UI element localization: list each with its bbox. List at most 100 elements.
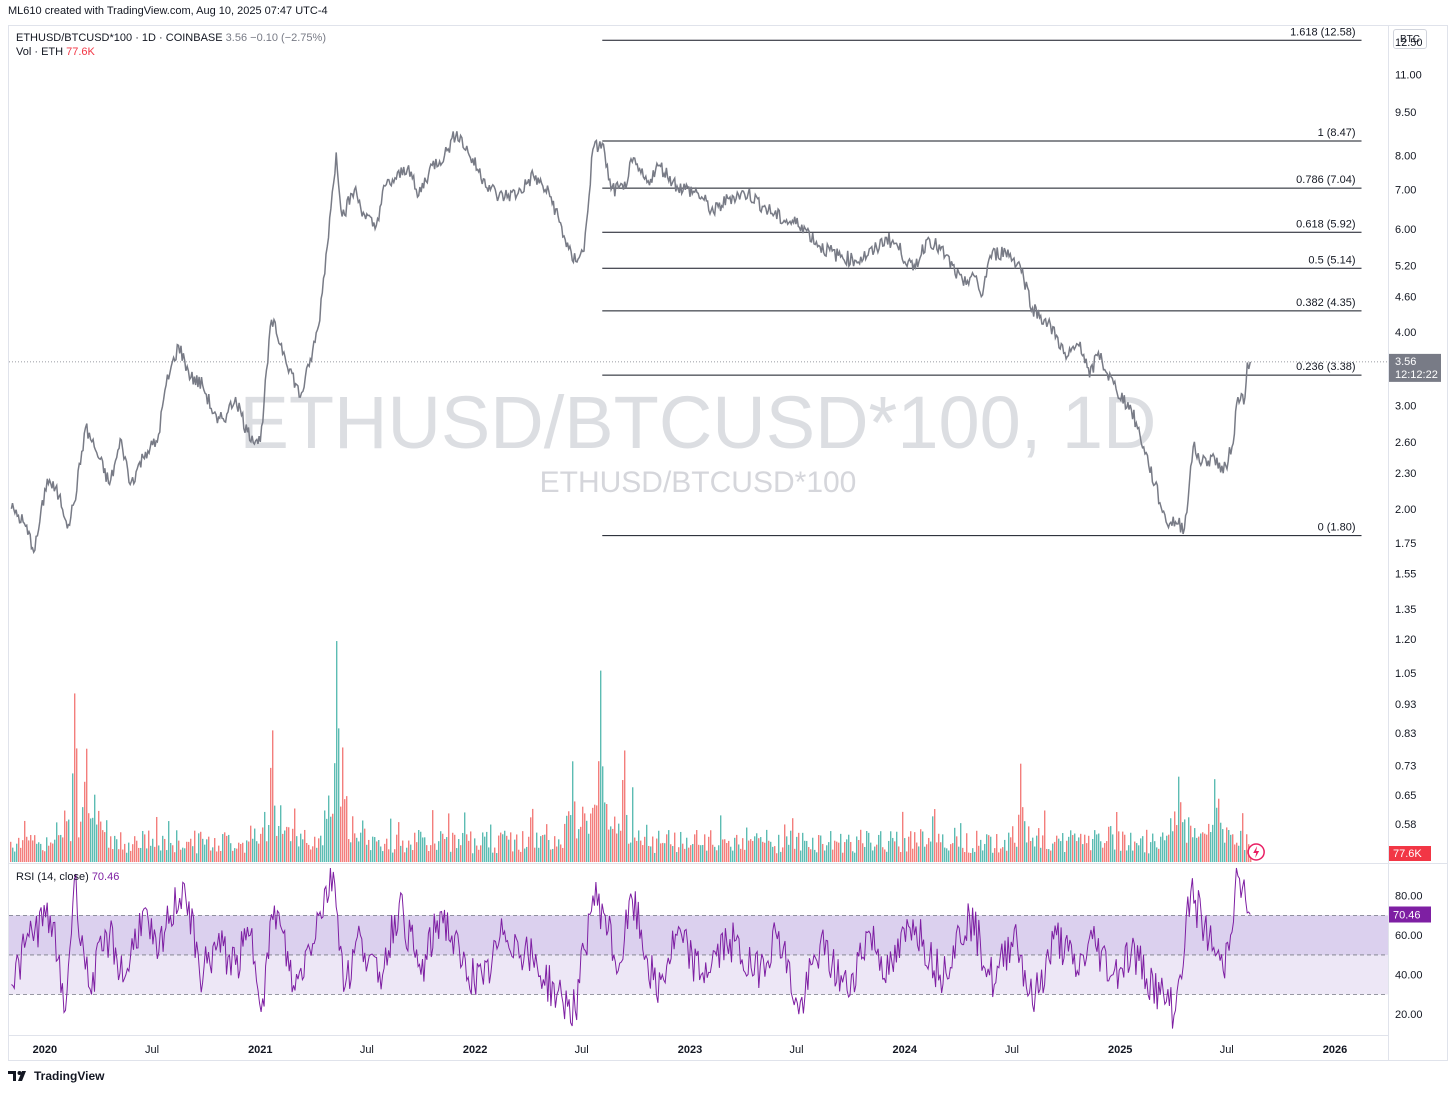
volume-bar (218, 845, 220, 862)
volume-bar (970, 852, 972, 862)
volume-bar (122, 849, 124, 862)
volume-bar (630, 842, 632, 862)
volume-bar (834, 840, 836, 862)
volume-bar (748, 840, 750, 862)
volume-bar (302, 839, 304, 862)
volume-bar (712, 844, 714, 862)
price-tick-label: 9.50 (1395, 107, 1416, 119)
series-legend[interactable]: ETHUSD/BTCUSD*100 · 1D · COINBASE 3.56 −… (16, 31, 326, 59)
volume-bar (992, 852, 994, 862)
volume-bar (130, 850, 132, 862)
volume-bar (314, 836, 316, 862)
volume-bar (812, 837, 814, 862)
volume-bar (64, 810, 66, 862)
volume-bar (372, 836, 374, 862)
volume-bar (356, 837, 358, 862)
volume-bar (1032, 837, 1034, 862)
volume-bar (308, 844, 310, 862)
volume-bar (394, 849, 396, 862)
volume-bar (316, 847, 318, 862)
volume-label[interactable]: Vol · ETH (16, 46, 64, 58)
volume-bar (824, 850, 826, 862)
volume-bar (1062, 833, 1064, 862)
volume-bar (672, 846, 674, 862)
volume-bar (32, 840, 34, 862)
volume-bar (156, 816, 158, 862)
volume-bar (452, 832, 454, 862)
volume-bar (928, 837, 930, 862)
volume-bar (388, 849, 390, 862)
volume-bar (1176, 825, 1178, 862)
currency-button[interactable]: BTC (1393, 29, 1427, 49)
volume-bars (10, 641, 1252, 862)
volume-bar (240, 843, 242, 862)
volume-bar (272, 730, 274, 862)
volume-bar (920, 829, 922, 862)
volume-bar (288, 827, 290, 862)
rsi-label[interactable]: RSI (14, close) (16, 871, 89, 883)
volume-bar (930, 841, 932, 862)
volume-bar (830, 831, 832, 862)
volume-bar (1072, 835, 1074, 862)
volume-bar (816, 852, 818, 862)
volume-bar (758, 838, 760, 862)
volume-bar (1180, 802, 1182, 862)
volume-bar (200, 831, 202, 862)
volume-bar (906, 851, 908, 862)
volume-bar (184, 848, 186, 862)
volume-bar (904, 838, 906, 862)
volume-bar (304, 829, 306, 862)
volume-bar (204, 844, 206, 862)
volume-bar (636, 840, 638, 862)
volume-bar (898, 846, 900, 862)
volume-bar (1090, 850, 1092, 862)
volume-bar (582, 806, 584, 862)
volume-bar (540, 836, 542, 862)
volume-bar (1220, 822, 1222, 862)
volume-bar (612, 828, 614, 862)
pane-separator[interactable] (8, 863, 1448, 864)
volume-bar (1218, 798, 1220, 862)
volume-bar (716, 850, 718, 862)
volume-bar (610, 826, 612, 862)
volume-bar (894, 841, 896, 862)
volume-bar (884, 849, 886, 862)
volume-bar (1052, 843, 1054, 862)
time-tick-label: 2026 (1323, 1044, 1347, 1056)
time-tick-label: Jul (1005, 1044, 1019, 1056)
volume-bar (866, 831, 868, 862)
volume-bar (784, 824, 786, 862)
volume-bar (194, 830, 196, 862)
volume-bar (98, 810, 100, 862)
tradingview-logo[interactable]: TradingView (8, 1069, 104, 1083)
volume-bar (624, 750, 626, 862)
volume-bar (854, 852, 856, 862)
time-axis[interactable] (8, 1035, 1388, 1061)
fib-level-label: 0.382 (4.35) (1296, 297, 1355, 309)
volume-bar (1170, 818, 1172, 862)
volume-bar (206, 839, 208, 862)
volume-bar (1210, 832, 1212, 862)
volume-bar (322, 845, 324, 862)
volume-bar (128, 842, 130, 862)
volume-bar (1036, 835, 1038, 862)
volume-bar (880, 831, 882, 862)
volume-bar (618, 823, 620, 862)
volume-bar (216, 851, 218, 862)
volume-bar (584, 813, 586, 862)
volume-bar (506, 835, 508, 862)
rsi-legend[interactable]: RSI (14, close) 70.46 (16, 871, 119, 883)
volume-bar (1030, 841, 1032, 862)
volume-bar (868, 832, 870, 862)
volume-bar (186, 841, 188, 862)
volume-bar (1022, 807, 1024, 862)
symbol-label[interactable]: ETHUSD/BTCUSD*100 · 1D · COINBASE (16, 32, 223, 44)
volume-bar (50, 842, 52, 862)
volume-bar (114, 835, 116, 862)
price-axis[interactable] (1388, 25, 1448, 1061)
volume-bar (576, 838, 578, 862)
volume-bar (790, 830, 792, 862)
volume-bar (480, 845, 482, 862)
volume-bar (922, 831, 924, 862)
